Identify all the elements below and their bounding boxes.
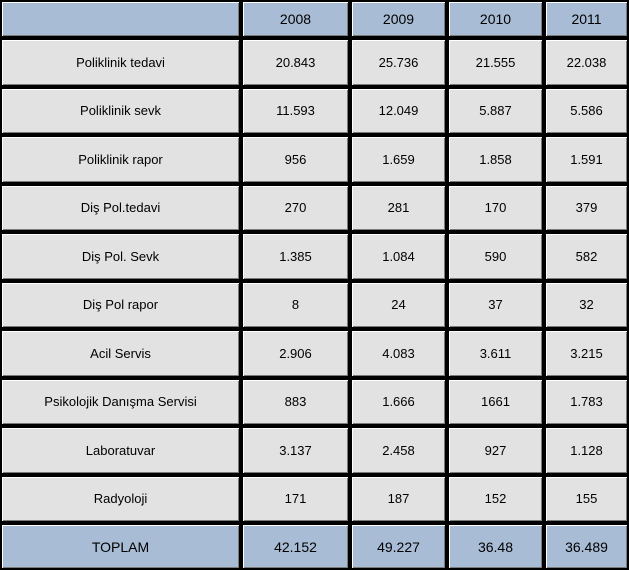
table-cell: 1.666 — [350, 377, 447, 426]
table-cell: 1.128 — [544, 426, 629, 475]
table-cell: 1.783 — [544, 377, 629, 426]
table-cell: 21.555 — [447, 38, 544, 87]
header-year-2011: 2011 — [544, 0, 629, 38]
table-cell: 20.843 — [241, 38, 350, 87]
row-label: Diş Pol rapor — [0, 280, 241, 329]
table-cell: 582 — [544, 232, 629, 281]
table-cell: 1.385 — [241, 232, 350, 281]
total-cell: 49.227 — [350, 523, 447, 570]
row-label: Diş Pol.tedavi — [0, 183, 241, 232]
table-cell: 11.593 — [241, 86, 350, 135]
table-cell: 12.049 — [350, 86, 447, 135]
table-cell: 24 — [350, 280, 447, 329]
total-label: TOPLAM — [0, 523, 241, 570]
total-cell: 36.489 — [544, 523, 629, 570]
table-cell: 25.736 — [350, 38, 447, 87]
row-label: Psikolojik Danışma Servisi — [0, 377, 241, 426]
table-cell: 3.137 — [241, 426, 350, 475]
table-cell: 1.591 — [544, 135, 629, 184]
table-cell: 281 — [350, 183, 447, 232]
row-label: Diş Pol. Sevk — [0, 232, 241, 281]
table-cell: 2.906 — [241, 329, 350, 378]
header-corner-cell — [0, 0, 241, 38]
table-cell: 956 — [241, 135, 350, 184]
row-label: Radyoloji — [0, 474, 241, 523]
table-cell: 927 — [447, 426, 544, 475]
table-cell: 8 — [241, 280, 350, 329]
table-cell: 590 — [447, 232, 544, 281]
total-cell: 36.48 — [447, 523, 544, 570]
row-label: Poliklinik tedavi — [0, 38, 241, 87]
table-cell: 5.586 — [544, 86, 629, 135]
table-cell: 37 — [447, 280, 544, 329]
table-cell: 170 — [447, 183, 544, 232]
table-cell: 187 — [350, 474, 447, 523]
table-cell: 171 — [241, 474, 350, 523]
table-cell: 1.858 — [447, 135, 544, 184]
table-cell: 3.215 — [544, 329, 629, 378]
row-label: Acil Servis — [0, 329, 241, 378]
table-cell: 1661 — [447, 377, 544, 426]
table-cell: 270 — [241, 183, 350, 232]
table-cell: 1.084 — [350, 232, 447, 281]
table-cell: 152 — [447, 474, 544, 523]
table-cell: 3.611 — [447, 329, 544, 378]
header-year-2009: 2009 — [350, 0, 447, 38]
table-cell: 379 — [544, 183, 629, 232]
table-cell: 32 — [544, 280, 629, 329]
table-cell: 2.458 — [350, 426, 447, 475]
total-cell: 42.152 — [241, 523, 350, 570]
header-year-2008: 2008 — [241, 0, 350, 38]
table-cell: 883 — [241, 377, 350, 426]
header-year-2010: 2010 — [447, 0, 544, 38]
table-cell: 155 — [544, 474, 629, 523]
table-cell: 22.038 — [544, 38, 629, 87]
table-cell: 4.083 — [350, 329, 447, 378]
table-cell: 1.659 — [350, 135, 447, 184]
row-label: Laboratuvar — [0, 426, 241, 475]
row-label: Poliklinik sevk — [0, 86, 241, 135]
table-cell: 5.887 — [447, 86, 544, 135]
row-label: Poliklinik rapor — [0, 135, 241, 184]
